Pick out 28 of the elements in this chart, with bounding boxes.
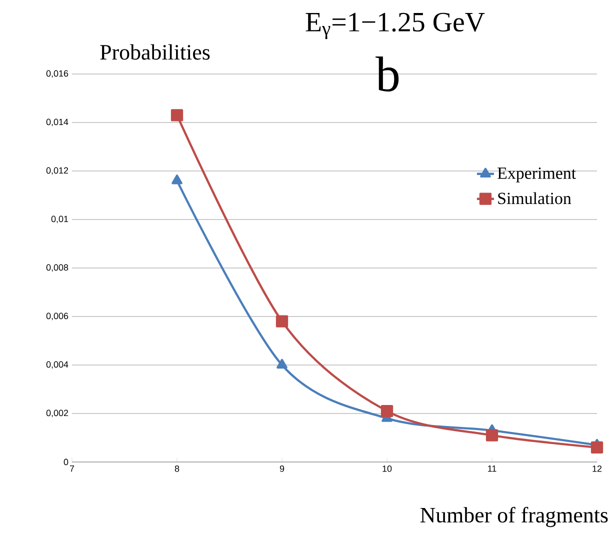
x-tick-label: 9 <box>280 466 284 472</box>
y-axis-title: Probabilities <box>100 44 210 60</box>
x-tick-label: 11 <box>488 466 496 472</box>
point <box>170 109 184 122</box>
point <box>486 429 498 442</box>
x-tick-label: 10 <box>382 466 392 472</box>
x-tick-label: 8 <box>174 466 180 472</box>
point <box>172 174 182 184</box>
point <box>276 358 288 369</box>
y-tick-label: 0,012 <box>46 167 68 175</box>
x-tick-label: 12 <box>592 466 602 472</box>
y-tick-label: 0,016 <box>46 70 68 78</box>
point <box>380 404 394 418</box>
y-tick-label: 0,002 <box>46 410 68 418</box>
y-tick-label: 0,01 <box>51 216 68 224</box>
x-tick-label: 7 <box>70 466 74 472</box>
x-axis-title: Number of fragments <box>420 506 608 528</box>
y-tick-label: 0 <box>64 458 68 466</box>
chart-subtitle: b <box>376 56 399 92</box>
legend-label: Simulation <box>498 192 572 204</box>
chart-title: E$_{γ}$=1−1.25 GeV <box>306 12 485 40</box>
y-tick-label: 0,008 <box>46 264 68 272</box>
y-tick-label: 0,006 <box>46 312 68 320</box>
legend-label: Experiment <box>498 168 576 182</box>
y-tick-label: 0,014 <box>46 118 68 126</box>
y-tick-label: 0,004 <box>46 361 68 369</box>
point <box>276 315 288 328</box>
point <box>590 441 604 454</box>
